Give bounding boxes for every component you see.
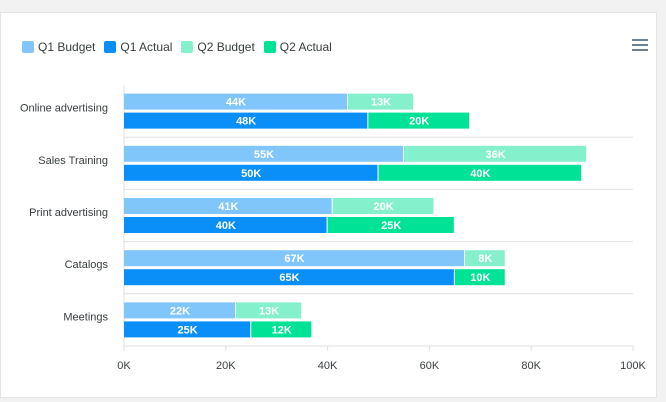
legend-label: Q1 Actual (120, 40, 173, 54)
legend-swatch (104, 41, 117, 53)
legend-swatch (263, 41, 276, 53)
data-label: 40K (470, 168, 490, 180)
bar-q1-actual (124, 269, 454, 286)
legend-label: Q2 Budget (197, 40, 255, 54)
bar-q1-budget (124, 302, 235, 319)
bar-q2-budget (403, 145, 587, 162)
x-tick-label: 80K (521, 360, 541, 372)
data-label: 67K (284, 253, 304, 265)
bar-q1-actual (124, 112, 368, 129)
bar-q2-budget (465, 250, 505, 267)
bar-q1-actual (124, 321, 251, 338)
data-label: 25K (178, 324, 198, 336)
data-label: 13K (259, 305, 279, 317)
data-label: 10K (470, 272, 490, 284)
bar-q1-budget (124, 93, 347, 110)
legend-label: Q2 Actual (279, 40, 332, 54)
category-label: Sales Training (38, 155, 108, 167)
bar-q1-budget (124, 198, 332, 214)
legend-item-q1-budget[interactable]: Q1 Budget (22, 40, 95, 54)
data-label: 20K (373, 201, 393, 213)
legend-swatch (22, 41, 34, 53)
legend-item-q2-actual[interactable]: Q2 Actual (263, 40, 332, 54)
bar-q1-budget (124, 145, 403, 162)
bar-q2-actual (378, 164, 582, 181)
x-tick-label: 20K (216, 360, 236, 372)
category-label: Catalogs (65, 259, 109, 271)
data-label: 13K (371, 97, 391, 109)
data-label: 36K (485, 149, 505, 161)
bar-q1-actual (124, 164, 378, 181)
data-label: 25K (381, 220, 401, 232)
x-tick-label: 40K (318, 360, 338, 372)
x-tick-label: 60K (420, 360, 440, 372)
data-label: 65K (279, 272, 299, 284)
category-label: Meetings (63, 311, 108, 323)
legend-item-q1-actual[interactable]: Q1 Actual (104, 40, 172, 54)
data-label: 50K (241, 168, 261, 180)
category-label: Print advertising (29, 207, 108, 219)
data-label: 41K (218, 201, 238, 213)
x-tick-label: 0K (117, 360, 131, 372)
bar-q1-budget (124, 250, 465, 267)
data-label: 12K (272, 324, 292, 336)
data-label: 40K (216, 220, 236, 232)
chart-legend: Q1 Budget Q1 Actual Q2 Budget Q2 Actual (22, 40, 341, 54)
data-label: 44K (226, 97, 246, 109)
legend-swatch (181, 41, 194, 53)
x-tick-label: 100K (620, 360, 646, 372)
data-label: 48K (236, 116, 256, 128)
bar-q2-actual (454, 269, 505, 286)
bar-q2-budget (235, 302, 302, 319)
data-label: 55K (254, 149, 274, 161)
bar-q2-actual (368, 112, 470, 129)
bar-q1-actual (124, 217, 327, 233)
category-label: Online advertising (20, 103, 108, 115)
data-label: 20K (409, 116, 429, 128)
bar-q2-actual (327, 217, 454, 233)
legend-label: Q1 Budget (38, 40, 96, 54)
data-label: 22K (170, 305, 190, 317)
hamburger-menu-icon[interactable] (632, 39, 648, 52)
bar-q2-budget (332, 198, 434, 214)
legend-item-q2-budget[interactable]: Q2 Budget (181, 40, 255, 54)
bar-q2-budget (347, 93, 414, 110)
bar-q2-actual (251, 321, 312, 338)
data-label: 8K (478, 253, 492, 265)
